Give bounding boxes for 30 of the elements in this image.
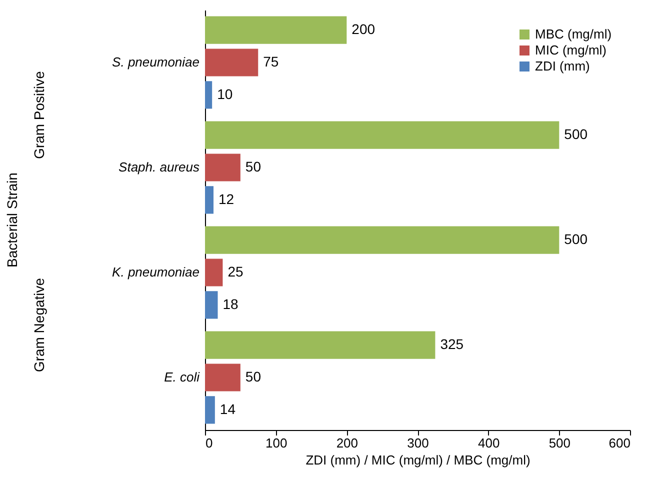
data-label: 50	[245, 368, 262, 384]
x-tick-label: 200	[336, 436, 358, 450]
data-label: 500	[564, 126, 588, 142]
data-label: 325	[440, 336, 464, 352]
x-tick-label: 400	[478, 436, 500, 450]
data-label: 75	[263, 54, 279, 70]
data-label: 14	[220, 400, 236, 417]
legend-label: MBC (mg/ml)	[535, 26, 612, 42]
data-label: 200	[352, 21, 376, 38]
text: Bacterial Strain	[4, 172, 20, 268]
text: Gram Negative	[31, 278, 47, 372]
x-axis-title: ZDI (mm) / MIC (mg/ml) / MBC (mg/ml)	[306, 452, 530, 468]
legend-label: MIC (mg/ml)	[535, 42, 606, 58]
data-label: 10	[217, 86, 233, 102]
y-tick-label: E. coli	[164, 370, 201, 384]
x-tick-label: 500	[548, 436, 571, 450]
data-label: 12	[218, 190, 234, 207]
x-tick-label: 100	[265, 436, 288, 450]
x-tick-label: 600	[608, 436, 630, 450]
y-tick-label: K. pneumoniae	[112, 264, 200, 280]
x-tick-label: 0	[206, 436, 213, 450]
data-label: 500	[564, 231, 588, 248]
data-label: 25	[228, 264, 244, 280]
x-tick-label: 300	[407, 436, 429, 450]
text: Gram Positive	[31, 70, 47, 159]
legend-label: ZDI (mm)	[535, 58, 590, 74]
data-label: 50	[245, 158, 262, 174]
data-label: 18	[222, 296, 239, 312]
y-tick-label: Staph. aureus	[118, 160, 200, 174]
y-tick-label: S. pneumoniae	[112, 54, 200, 70]
